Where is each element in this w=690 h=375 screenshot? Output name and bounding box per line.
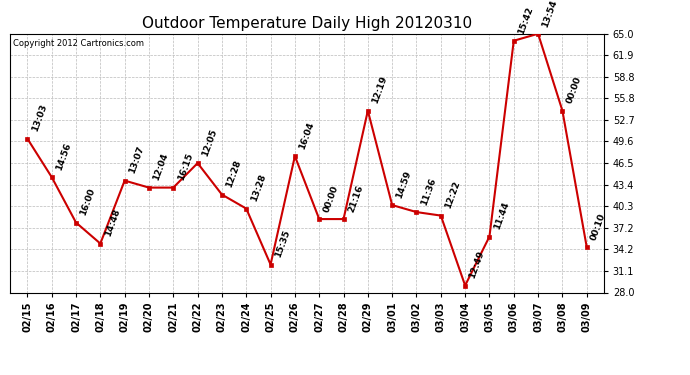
Text: 14:48: 14:48 — [103, 208, 121, 238]
Text: 14:56: 14:56 — [55, 141, 72, 171]
Text: 14:59: 14:59 — [395, 170, 413, 200]
Text: 16:15: 16:15 — [176, 152, 195, 182]
Text: 00:00: 00:00 — [565, 76, 583, 105]
Text: 00:00: 00:00 — [322, 184, 340, 213]
Text: 16:00: 16:00 — [79, 187, 97, 217]
Text: 11:44: 11:44 — [492, 201, 511, 231]
Text: 12:28: 12:28 — [225, 159, 243, 189]
Text: 13:07: 13:07 — [128, 145, 146, 175]
Text: 16:04: 16:04 — [297, 121, 316, 151]
Text: 13:54: 13:54 — [541, 0, 559, 28]
Text: Copyright 2012 Cartronics.com: Copyright 2012 Cartronics.com — [13, 39, 144, 48]
Text: 13:03: 13:03 — [30, 103, 48, 133]
Text: 12:19: 12:19 — [371, 75, 389, 105]
Text: 11:36: 11:36 — [420, 177, 437, 207]
Text: 15:35: 15:35 — [273, 229, 292, 259]
Text: 12:22: 12:22 — [444, 180, 462, 210]
Text: 13:28: 13:28 — [249, 173, 267, 203]
Text: 15:42: 15:42 — [517, 5, 535, 35]
Text: 00:10: 00:10 — [589, 212, 608, 242]
Title: Outdoor Temperature Daily High 20120310: Outdoor Temperature Daily High 20120310 — [142, 16, 472, 31]
Text: 12:04: 12:04 — [152, 152, 170, 182]
Text: 21:16: 21:16 — [346, 183, 364, 213]
Text: 12:49: 12:49 — [468, 250, 486, 280]
Text: 12:05: 12:05 — [200, 128, 219, 158]
